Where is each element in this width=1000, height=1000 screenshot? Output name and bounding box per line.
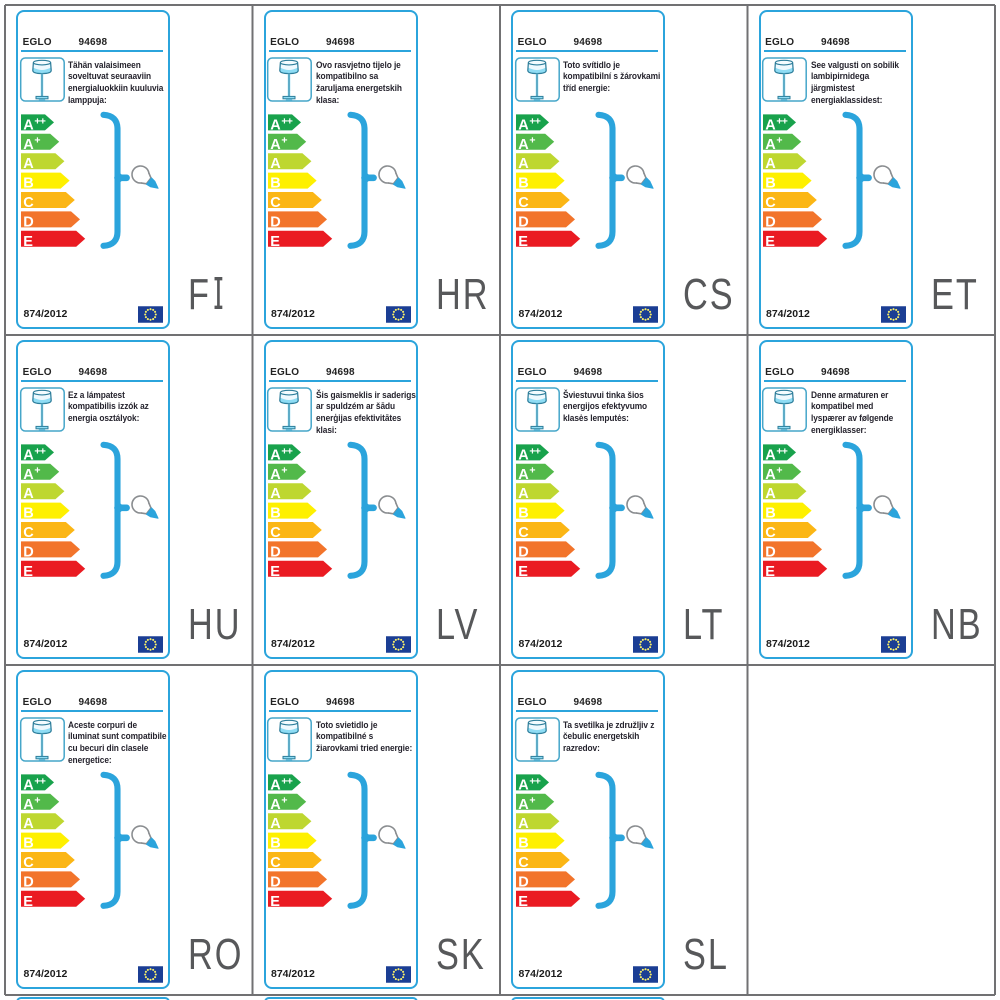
svg-text:A: A xyxy=(518,117,529,133)
svg-text:D: D xyxy=(23,214,33,230)
svg-text:A: A xyxy=(766,467,777,483)
svg-text:A: A xyxy=(23,777,34,793)
svg-text:C: C xyxy=(23,525,34,541)
svg-text:D: D xyxy=(271,544,281,560)
svg-text:A: A xyxy=(271,447,282,463)
svg-text:A: A xyxy=(518,447,529,463)
svg-text:A: A xyxy=(766,137,777,153)
svg-text:E: E xyxy=(271,564,281,580)
svg-text:A: A xyxy=(271,467,282,483)
svg-text:A: A xyxy=(518,137,529,153)
svg-text:B: B xyxy=(518,175,528,191)
svg-text:D: D xyxy=(518,874,528,890)
svg-text:+: + xyxy=(282,795,288,807)
svg-text:+: + xyxy=(34,795,40,807)
svg-text:++: ++ xyxy=(529,115,540,127)
svg-text:++: ++ xyxy=(529,445,540,457)
svg-text:A: A xyxy=(518,816,529,832)
svg-text:D: D xyxy=(271,214,281,230)
svg-text:+: + xyxy=(34,465,40,477)
svg-text:C: C xyxy=(271,855,282,871)
svg-text:+: + xyxy=(529,795,535,807)
svg-text:B: B xyxy=(23,505,33,521)
svg-text:+: + xyxy=(777,135,783,147)
svg-text:++: ++ xyxy=(529,775,540,787)
svg-text:B: B xyxy=(271,175,281,191)
svg-text:A: A xyxy=(23,447,34,463)
svg-text:A: A xyxy=(766,156,777,172)
svg-text:+: + xyxy=(529,465,535,477)
svg-text:++: ++ xyxy=(34,115,45,127)
svg-text:E: E xyxy=(766,234,776,250)
svg-text:A: A xyxy=(518,797,529,813)
svg-text:C: C xyxy=(518,525,529,541)
svg-text:++: ++ xyxy=(34,445,45,457)
svg-text:C: C xyxy=(766,195,777,211)
svg-text:+: + xyxy=(282,135,288,147)
svg-text:D: D xyxy=(518,544,528,560)
svg-text:D: D xyxy=(271,874,281,890)
svg-text:+: + xyxy=(777,465,783,477)
svg-text:A: A xyxy=(271,777,282,793)
svg-text:D: D xyxy=(766,214,776,230)
svg-text:B: B xyxy=(271,505,281,521)
svg-text:A: A xyxy=(271,816,282,832)
svg-text:A: A xyxy=(766,117,777,133)
svg-text:E: E xyxy=(518,234,528,250)
svg-text:A: A xyxy=(518,467,529,483)
svg-text:A: A xyxy=(23,816,34,832)
svg-text:A: A xyxy=(23,137,34,153)
svg-text:A: A xyxy=(518,777,529,793)
svg-text:+: + xyxy=(282,465,288,477)
svg-text:B: B xyxy=(518,505,528,521)
svg-text:B: B xyxy=(23,175,33,191)
svg-text:B: B xyxy=(518,835,528,851)
svg-text:E: E xyxy=(23,234,33,250)
svg-text:A: A xyxy=(766,486,777,502)
svg-text:++: ++ xyxy=(282,115,293,127)
svg-text:+: + xyxy=(529,135,535,147)
svg-text:B: B xyxy=(766,175,776,191)
svg-text:A: A xyxy=(271,137,282,153)
svg-text:C: C xyxy=(23,855,34,871)
svg-text:++: ++ xyxy=(282,775,293,787)
svg-text:E: E xyxy=(23,894,33,910)
svg-text:E: E xyxy=(271,894,281,910)
svg-text:A: A xyxy=(271,797,282,813)
svg-text:E: E xyxy=(766,564,776,580)
svg-text:++: ++ xyxy=(282,445,293,457)
svg-text:E: E xyxy=(518,894,528,910)
svg-text:B: B xyxy=(23,835,33,851)
svg-text:C: C xyxy=(271,525,282,541)
svg-text:C: C xyxy=(766,525,777,541)
svg-text:A: A xyxy=(271,486,282,502)
svg-text:E: E xyxy=(271,234,281,250)
svg-text:++: ++ xyxy=(34,775,45,787)
svg-text:++: ++ xyxy=(777,115,788,127)
svg-text:++: ++ xyxy=(777,445,788,457)
svg-text:A: A xyxy=(518,156,529,172)
svg-text:D: D xyxy=(23,874,33,890)
svg-text:A: A xyxy=(766,447,777,463)
svg-text:A: A xyxy=(23,486,34,502)
svg-text:A: A xyxy=(23,467,34,483)
svg-text:D: D xyxy=(23,544,33,560)
svg-text:A: A xyxy=(23,117,34,133)
svg-text:A: A xyxy=(23,156,34,172)
svg-text:C: C xyxy=(518,855,529,871)
svg-text:A: A xyxy=(271,156,282,172)
svg-text:+: + xyxy=(34,135,40,147)
svg-text:C: C xyxy=(518,195,529,211)
svg-text:A: A xyxy=(518,486,529,502)
svg-text:D: D xyxy=(518,214,528,230)
svg-text:E: E xyxy=(518,564,528,580)
svg-text:A: A xyxy=(23,797,34,813)
svg-text:A: A xyxy=(271,117,282,133)
svg-text:C: C xyxy=(23,195,34,211)
svg-text:C: C xyxy=(271,195,282,211)
svg-text:B: B xyxy=(271,835,281,851)
svg-text:E: E xyxy=(23,564,33,580)
svg-text:B: B xyxy=(766,505,776,521)
svg-text:D: D xyxy=(766,544,776,560)
